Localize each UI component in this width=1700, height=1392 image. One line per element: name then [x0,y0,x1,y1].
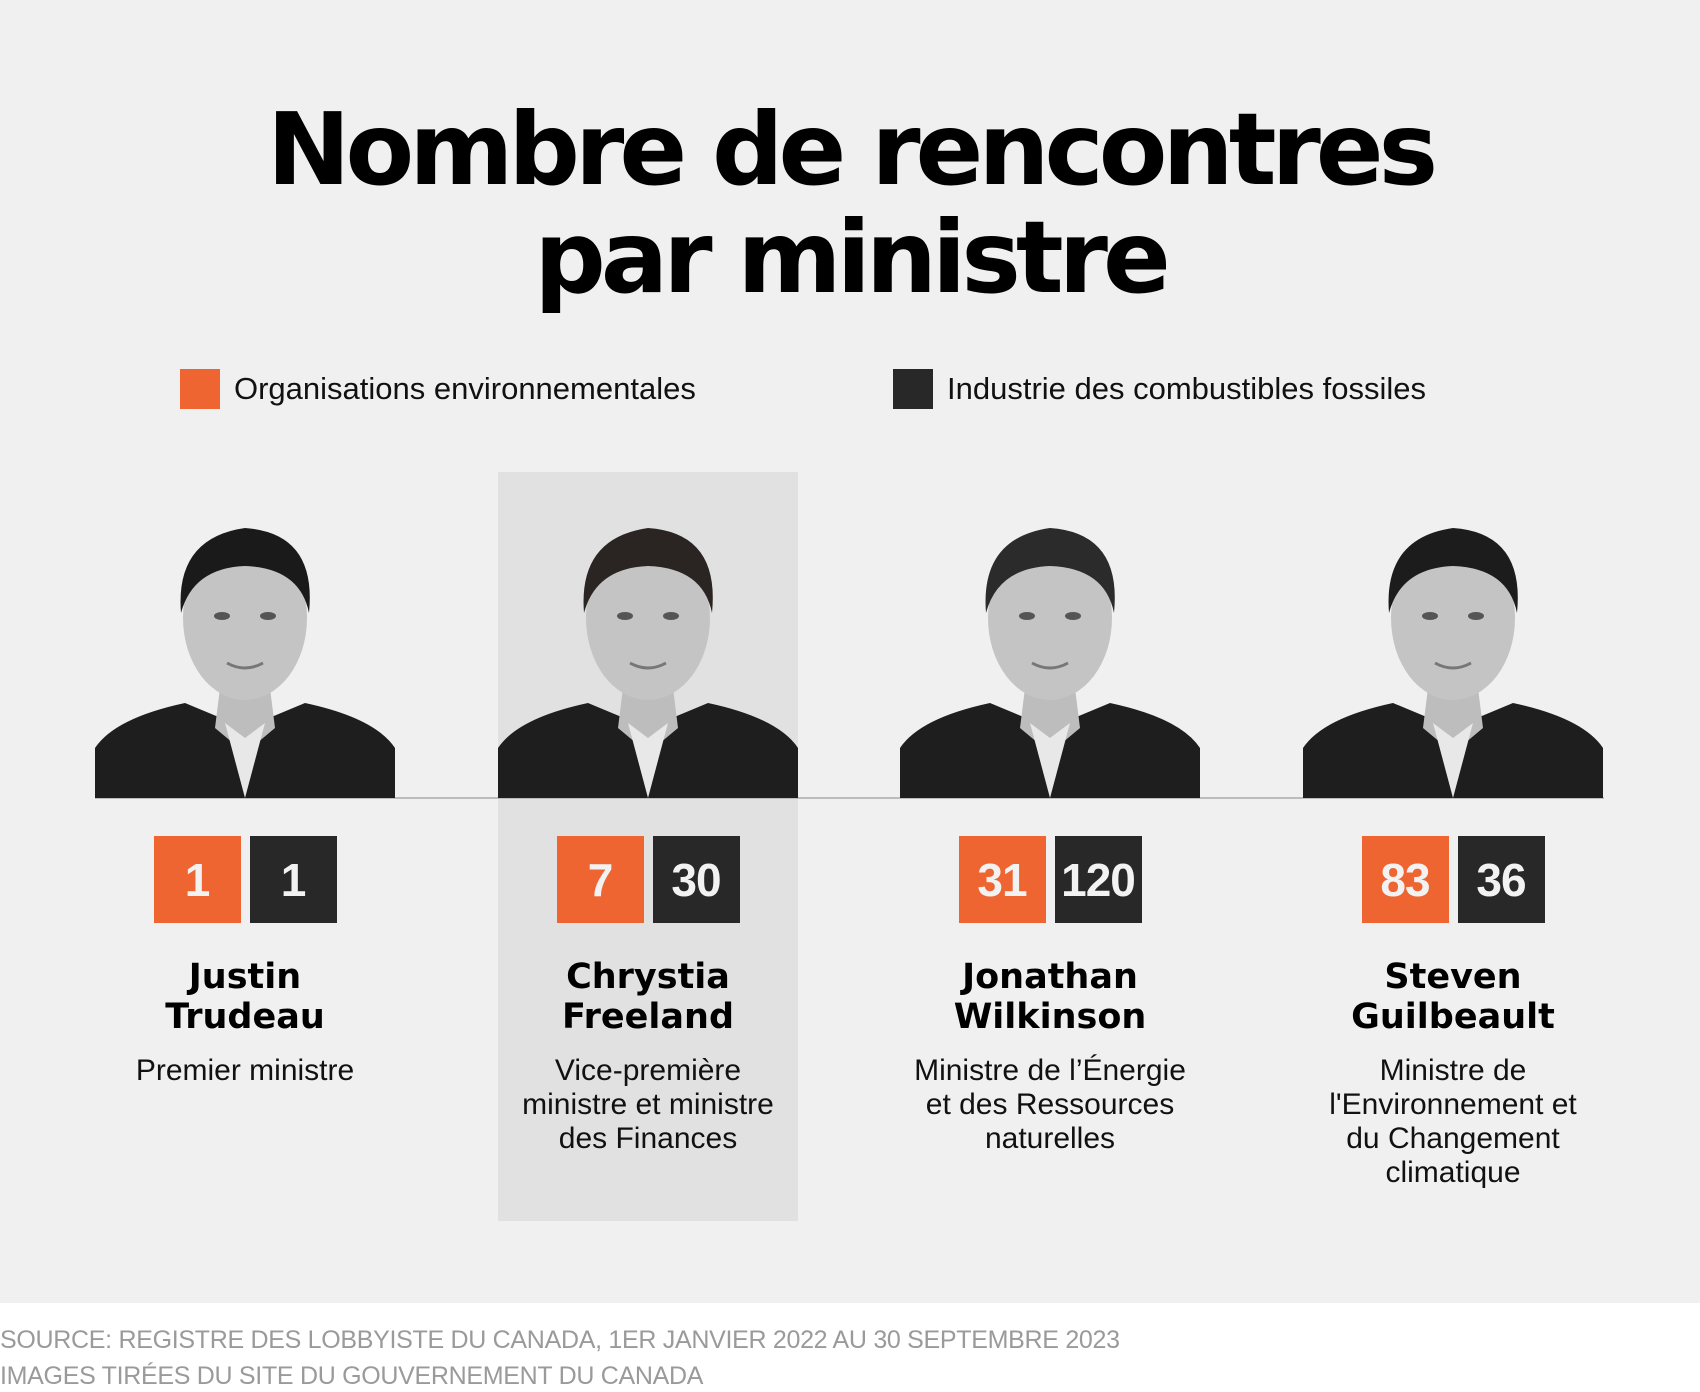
first-name: Chrystia [566,957,730,997]
title-line-2: par ministre [534,199,1171,316]
meeting-counts: 31 120 [900,836,1200,923]
minister-role: Ministre de l'Environnement et du Changeme… [1273,1054,1633,1190]
role-line: du Changement [1346,1122,1560,1155]
last-name: Freeland [562,997,734,1037]
minister-name: Steven Guilbeault [1283,957,1623,1037]
minister-portrait [1303,498,1603,798]
title-line-1: Nombre de rencontres [266,91,1438,208]
role-line: ministre et ministre [522,1088,774,1121]
last-name: Wilkinson [953,997,1147,1037]
minister-role: Premier ministre [65,1054,425,1088]
role-line: Ministre de [1379,1054,1527,1087]
last-name: Trudeau [165,997,325,1037]
footer: SOURCE: REGISTRE DES LOBBYISTE DU CANADA… [0,1303,1700,1392]
legend-fossil: Industrie des combustibles fossiles [893,369,1426,409]
last-name: Guilbeault [1351,997,1555,1037]
meeting-counts: 83 36 [1303,836,1603,923]
fossil-count: 36 [1457,836,1545,923]
fossil-count: 120 [1054,836,1142,923]
legend-label-env: Organisations environnementales [234,371,696,406]
divider-line [95,797,1604,799]
role-line: climatique [1385,1156,1521,1189]
minister-name: Chrystia Freeland [478,957,818,1037]
role-line: naturelles [984,1122,1116,1155]
images-credit: IMAGES TIRÉES DU SITE DU GOUVERNEMENT DU… [0,1362,704,1390]
minister-name: Jonathan Wilkinson [880,957,1220,1037]
page-title: Nombre de rencontres par ministre [0,96,1700,312]
role-line: et des Ressources [925,1088,1175,1121]
first-name: Steven [1384,957,1522,997]
role-line: Premier ministre [135,1054,355,1087]
first-name: Justin [188,957,302,997]
role-line: des Finances [558,1122,738,1155]
env-count: 7 [556,836,644,923]
minister-role: Vice-première ministre et ministre des Fin… [468,1054,828,1156]
legend-env: Organisations environnementales [180,369,696,409]
legend-label-fossil: Industrie des combustibles fossiles [947,371,1427,406]
meeting-counts: 7 30 [498,836,798,923]
minister-portrait [900,498,1200,798]
source-text: SOURCE: REGISTRE DES LOBBYISTE DU CANADA… [0,1326,1120,1354]
env-count: 1 [153,836,241,923]
fossil-count: 30 [652,836,740,923]
minister-portrait [95,498,395,798]
legend-swatch-env [180,369,220,409]
fossil-count: 1 [249,836,337,923]
env-count: 31 [958,836,1046,923]
minister-name: Justin Trudeau [75,957,415,1037]
minister-role: Ministre de l’Énergie et des Ressources na… [870,1054,1230,1156]
role-line: Vice-première [554,1054,742,1087]
env-count: 83 [1361,836,1449,923]
role-line: l'Environnement et [1329,1088,1577,1121]
minister-portrait [498,498,798,798]
legend-swatch-fossil [893,369,933,409]
role-line: Ministre de l’Énergie [914,1054,1186,1087]
first-name: Jonathan [962,957,1138,997]
meeting-counts: 1 1 [95,836,395,923]
